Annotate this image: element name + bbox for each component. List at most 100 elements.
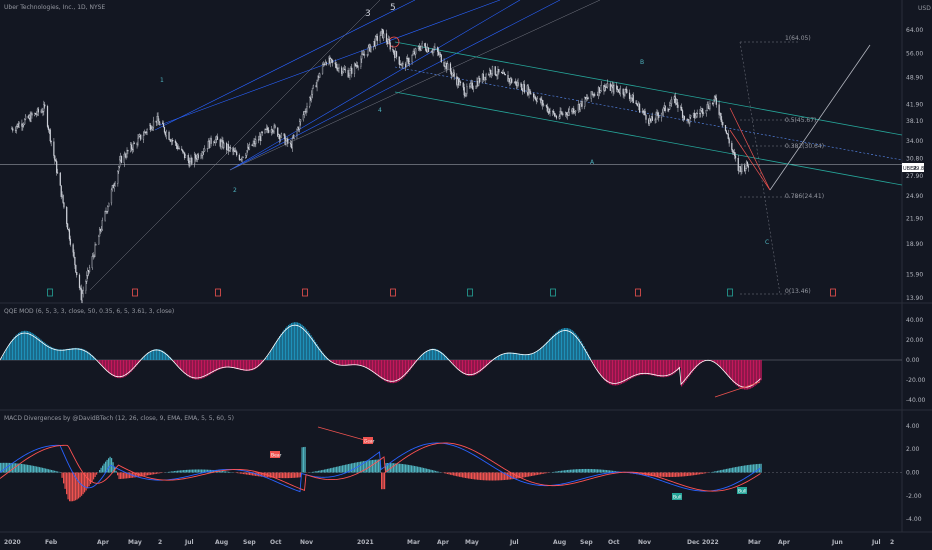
macd-bar [312, 471, 314, 473]
candle-body [264, 128, 266, 134]
channel-top[interactable] [394, 41, 903, 136]
event-marker[interactable] [550, 288, 556, 297]
event-marker[interactable] [635, 288, 641, 297]
candle-body [731, 143, 733, 150]
qqe-bar [220, 360, 222, 369]
macd-bar [405, 464, 407, 473]
macd-bar [3, 462, 5, 473]
macd-bar [124, 472, 126, 479]
macd-bar [292, 472, 294, 478]
macd-bar [397, 463, 399, 473]
macd-bar [652, 472, 654, 477]
wedge-line[interactable] [729, 107, 771, 191]
blue-fan-line[interactable] [154, 0, 416, 131]
candle-body [118, 166, 120, 172]
divergence-tag[interactable] [270, 451, 280, 458]
wedge-line[interactable] [729, 129, 771, 191]
candle-body [724, 124, 727, 131]
macd-bar [396, 463, 398, 473]
divergence-tag[interactable] [737, 487, 747, 494]
candle-body [95, 244, 97, 246]
qqe-bar [607, 360, 609, 384]
macd-bar [448, 472, 450, 475]
candle-body [204, 148, 206, 152]
macd-bar [684, 472, 686, 477]
qqe-bar [427, 350, 429, 360]
blue-fan-line[interactable] [229, 0, 521, 171]
qqe-bar [721, 360, 723, 370]
qqe-bar [696, 360, 698, 368]
qqe-bar [739, 360, 741, 388]
qqe-bar [582, 343, 584, 360]
time-tick-label: Apr [97, 539, 109, 546]
qqe-mod-histogram[interactable]: 40.00 20.00 0.00 -20.00 -40.00 [0, 317, 926, 404]
macd-bar [681, 472, 683, 477]
event-marker[interactable] [47, 288, 53, 297]
event-marker[interactable] [132, 288, 138, 297]
candle-body [670, 103, 672, 106]
qqe-bar [144, 356, 146, 360]
macd-bar [411, 465, 413, 473]
candle-body [316, 80, 318, 88]
candle-body [644, 110, 646, 116]
macd-bar [660, 472, 662, 477]
projection-line[interactable] [769, 44, 871, 191]
event-marker[interactable] [727, 288, 733, 297]
main-price-axis[interactable]: 64.00 56.00 48.90 41.90 38.10 34.00 30.80 27.90… [0, 27, 923, 302]
candle-body [610, 86, 612, 91]
qqe-bar [423, 353, 425, 360]
divergence-tag[interactable] [672, 493, 682, 500]
macd-bar [316, 471, 318, 473]
macd-bar [582, 468, 584, 473]
candle-body [60, 185, 62, 197]
macd-bar [51, 469, 53, 473]
qqe-bar [27, 331, 29, 360]
event-marker[interactable] [390, 288, 396, 297]
macd-bar [474, 472, 476, 480]
candle-body [151, 128, 153, 131]
fib-vertical[interactable] [739, 41, 781, 295]
macd-histogram[interactable]: 4.00 2.00 0.00 -2.00 -4.00 Bear Bear Bull Bull [0, 423, 922, 523]
qqe-bar [174, 360, 176, 363]
price-tick-label: 41.90 [906, 101, 923, 108]
qqe-bar [345, 360, 347, 366]
candle-body [343, 68, 346, 70]
macd-bar [120, 472, 122, 479]
qqe-bar [439, 350, 441, 360]
event-marker[interactable] [215, 288, 221, 297]
macd-bar [109, 456, 111, 473]
macd-bar [573, 469, 575, 473]
macd-bar [169, 471, 171, 473]
channel-bottom[interactable] [394, 91, 903, 186]
macd-bar [682, 472, 684, 477]
event-marker[interactable] [830, 288, 836, 297]
grey-fan-line[interactable] [89, 0, 381, 291]
macd-bar [187, 469, 189, 473]
macd-bar [504, 472, 506, 480]
time-axis[interactable]: 2020 Feb Apr May 2 Jul Aug Sep Oct Nov 2021 Mar Apr M… [4, 539, 894, 546]
price-tick-label: 56.00 [906, 51, 923, 58]
divergence-tag[interactable] [363, 437, 373, 444]
macd-bar [388, 463, 390, 473]
qqe-bar [579, 338, 581, 360]
macd-bar [426, 468, 428, 473]
candlestick-series[interactable] [11, 28, 749, 304]
candle-body [536, 98, 538, 102]
candle-body [737, 158, 739, 171]
qqe-bar [183, 360, 185, 373]
event-marker[interactable] [467, 288, 473, 297]
macd-bar [22, 464, 24, 473]
candle-body [741, 165, 743, 173]
qqe-bar [184, 360, 186, 375]
qqe-bar [480, 360, 482, 372]
macd-bar [481, 472, 483, 481]
macd-bar [82, 472, 84, 495]
qqe-bar [189, 360, 191, 378]
event-marker[interactable] [302, 288, 308, 297]
macd-bar [384, 472, 386, 490]
qqe-bar [465, 360, 467, 375]
qqe-bar [258, 360, 260, 367]
macd-bar [213, 470, 215, 473]
